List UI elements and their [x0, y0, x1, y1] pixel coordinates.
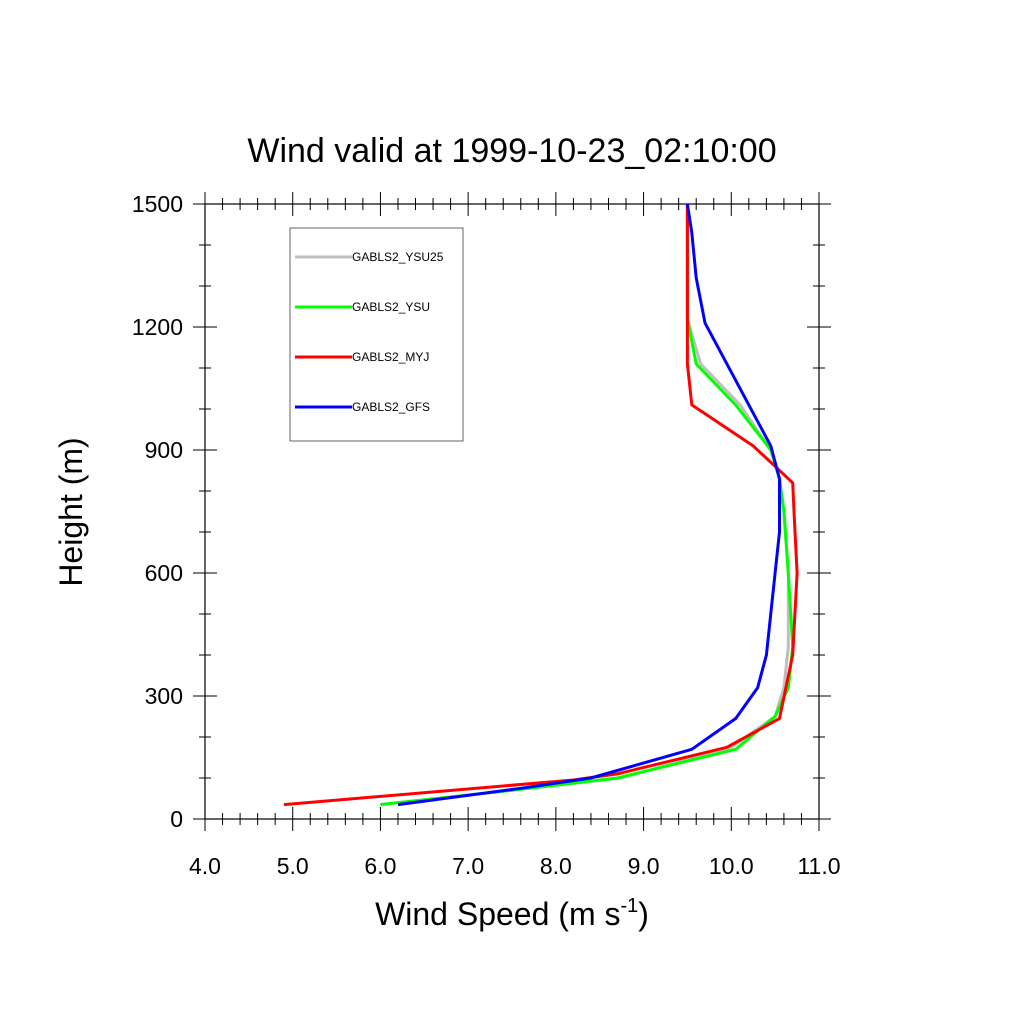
plot-frame: [204, 203, 820, 820]
x-tick-label: 9.0: [628, 853, 660, 879]
axis-tick-labels: 4.0 5.0 6.0 7.0 8.0 9.0 10.0 11.0 0 300 600 900 1200…: [132, 191, 841, 879]
y-tick-label: 300: [145, 683, 183, 709]
y-tick-label: 900: [145, 437, 183, 463]
x-tick-label: 5.0: [277, 853, 309, 879]
chart-title: Wind valid at 1999-10-23_02:10:00: [247, 132, 776, 170]
x-axis-label-main: Wind Speed (m s: [375, 896, 620, 932]
y-tick-label: 1500: [132, 191, 183, 217]
legend-label-gabls2-ysu25: GABLS2_YSU25: [352, 250, 444, 264]
series-lines: [283, 203, 799, 807]
axis-ticks: [193, 192, 831, 831]
series-line-gabls2-ysu: [380, 204, 795, 807]
legend-label-gabls2-myj: GABLS2_MYJ: [352, 350, 429, 364]
x-axis-label: Wind Speed (m s-1): [375, 895, 649, 932]
x-tick-label: 4.0: [189, 853, 221, 879]
series-line-gabls2-gfs: [397, 203, 781, 807]
x-tick-label: 6.0: [364, 853, 396, 879]
x-tick-label: 10.0: [709, 853, 754, 879]
x-axis-label-superscript: -1: [620, 895, 638, 917]
x-tick-label: 11.0: [797, 853, 840, 879]
y-tick-label: 0: [170, 806, 183, 832]
x-axis-label-end: ): [638, 896, 649, 932]
legend-label-gabls2-ysu: GABLS2_YSU: [352, 300, 430, 314]
x-tick-label: 7.0: [452, 853, 484, 879]
y-axis-label: Height (m): [53, 437, 89, 586]
series-line-gabls2-myj: [283, 204, 799, 807]
y-tick-label: 600: [145, 560, 183, 586]
legend-label-gabls2-gfs: GABLS2_GFS: [352, 400, 430, 414]
x-tick-label: 8.0: [540, 853, 572, 879]
legend: GABLS2_YSU25 GABLS2_YSU GABLS2_MYJ GABLS2_G…: [289, 227, 464, 442]
legend-items: GABLS2_YSU25 GABLS2_YSU GABLS2_MYJ GABLS2_G…: [295, 250, 444, 414]
y-tick-label: 1200: [132, 314, 183, 340]
